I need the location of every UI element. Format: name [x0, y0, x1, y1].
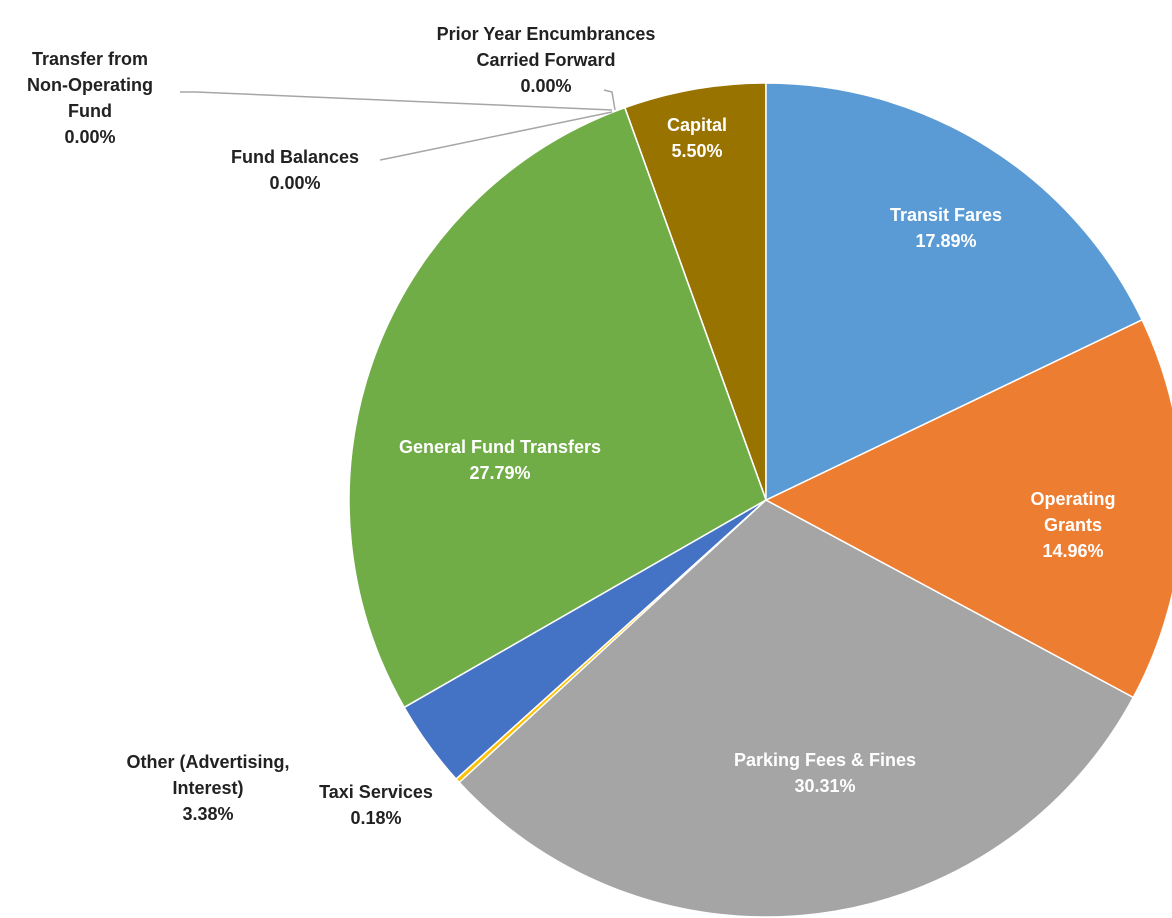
value-label: 0.18% — [350, 808, 402, 828]
category-label: Parking Fees & Fines — [733, 750, 917, 770]
pie-slice — [348, 106, 767, 709]
value-label: 17.89% — [915, 231, 977, 251]
category-label: General Fund Transfers — [398, 437, 602, 457]
slice-label: Taxi Services 0.18% — [319, 779, 433, 831]
value-label: 0.00% — [269, 173, 321, 193]
slice-label: Capital 5.50% — [667, 112, 727, 164]
slice-label: Prior Year Encumbrances Carried Forward 0… — [437, 21, 656, 99]
value-label: 14.96% — [1042, 541, 1104, 561]
value-label: 30.31% — [794, 776, 856, 796]
category-label: Fund Balances — [230, 147, 360, 167]
slice-label: Operating Grants 14.96% — [1024, 486, 1123, 564]
category-label: Transit Fares — [889, 205, 1003, 225]
value-label: 0.00% — [64, 127, 116, 147]
pie-slice — [623, 82, 767, 501]
slice-label: Fund Balances 0.00% — [231, 144, 359, 196]
slice-label: Transit Fares 17.89% — [890, 202, 1002, 254]
pie-slice — [765, 82, 1144, 502]
category-label: Other (Advertising, Interest) — [126, 752, 290, 798]
value-label: 5.50% — [671, 141, 723, 161]
slice-label: Other (Advertising, Interest) 3.38% — [126, 749, 289, 827]
pie-slice — [458, 499, 1135, 918]
leader-line — [379, 111, 613, 161]
slice-label: General Fund Transfers 27.79% — [399, 434, 601, 486]
value-label: 27.79% — [469, 463, 531, 483]
slice-label: Parking Fees & Fines 30.31% — [734, 747, 916, 799]
value-label: 3.38% — [182, 804, 234, 824]
leader-line — [180, 91, 613, 111]
pie-slice — [764, 318, 1172, 699]
category-label: Transfer from Non-Operating Fund — [27, 49, 153, 121]
category-label: Operating Grants — [1030, 489, 1116, 535]
category-label: Taxi Services — [319, 782, 433, 802]
value-label: 0.00% — [520, 76, 572, 96]
category-label: Capital — [666, 115, 728, 135]
leader-line — [603, 89, 616, 111]
slice-label: Transfer from Non-Operating Fund 0.00% — [27, 46, 153, 150]
category-label: Prior Year Encumbrances Carried Forward — [436, 24, 656, 70]
